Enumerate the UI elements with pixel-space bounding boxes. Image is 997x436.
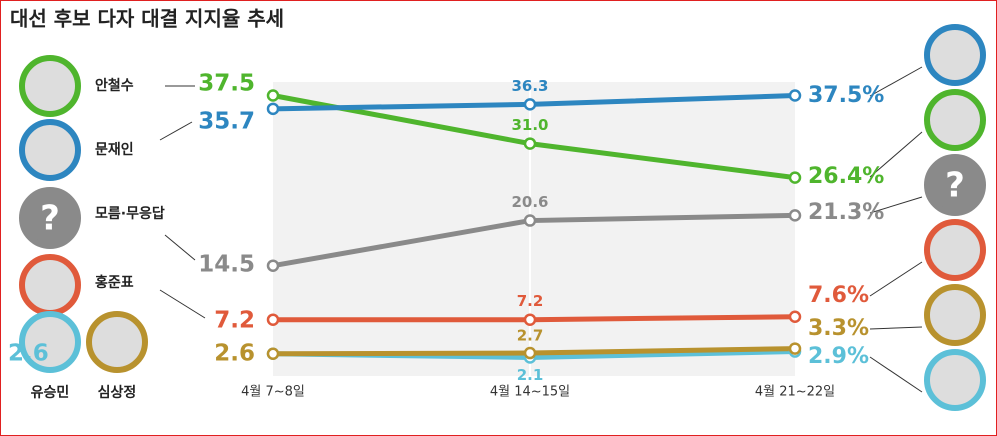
value-label: 20.6 [511, 193, 548, 211]
x-tick-label: 4월 7~8일 [241, 385, 305, 400]
connector [869, 326, 923, 330]
point [523, 98, 537, 111]
legend-label: 문재인 [95, 141, 134, 158]
x-tick-label: 4월 14~15일 [490, 385, 570, 400]
point [788, 89, 802, 102]
value-label: 26.4% [808, 164, 884, 189]
portrait [19, 119, 81, 181]
value-label: 2.6 [8, 341, 49, 367]
portrait [19, 311, 81, 373]
point [266, 313, 280, 326]
point [788, 171, 802, 184]
portrait [19, 254, 81, 316]
value-label: 31.0 [511, 116, 548, 134]
plot-area [273, 82, 795, 376]
portrait [924, 349, 986, 411]
point [523, 346, 537, 360]
value-label: 36.3 [511, 77, 548, 95]
connector [869, 356, 923, 393]
point [523, 313, 537, 326]
value-label: 3.3% [808, 316, 869, 341]
connector [869, 66, 923, 97]
legend-label: 유승민 [31, 384, 70, 401]
portrait [19, 55, 81, 117]
legend-label: 안철수 [95, 77, 134, 94]
value-label: 37.5% [808, 83, 884, 108]
value-label: 2.1 [517, 366, 544, 384]
point [523, 137, 537, 150]
portrait [19, 187, 81, 249]
value-label: 7.2 [517, 292, 544, 310]
portrait [924, 24, 986, 86]
point [266, 347, 280, 361]
connector [869, 261, 923, 297]
unknown-mark: ? [945, 166, 965, 206]
connector [869, 196, 923, 214]
portrait [924, 284, 986, 346]
portrait [924, 89, 986, 151]
value-label: 2.6 [214, 341, 255, 367]
value-label: 21.3% [808, 200, 884, 225]
legend-label: 모름·무응답 [95, 205, 165, 222]
point [266, 102, 280, 116]
value-label: 2.7 [517, 327, 544, 345]
point [266, 89, 280, 102]
chart-title: 대선 후보 다자 대결 지지율 추세 [10, 7, 284, 31]
value-label: 37.5 [198, 71, 255, 97]
portrait [924, 219, 986, 281]
point [788, 209, 802, 222]
value-label: 2.9% [808, 344, 869, 369]
portrait [86, 311, 148, 373]
legend-label: 심상정 [98, 384, 137, 401]
value-label: 35.7 [198, 109, 255, 135]
point [266, 259, 280, 272]
value-label: 14.5 [198, 252, 255, 278]
unknown-mark: ? [40, 199, 60, 239]
value-label: 7.2 [214, 308, 255, 334]
connector [159, 289, 206, 319]
connector [164, 234, 196, 261]
point [523, 214, 537, 227]
connector [869, 131, 923, 178]
connector [159, 121, 193, 141]
point [788, 310, 802, 324]
x-tick-label: 4월 21~22일 [755, 385, 835, 400]
point [788, 342, 802, 355]
legend-label: 홍준표 [95, 274, 134, 291]
portrait [924, 154, 986, 216]
value-label: 7.6% [808, 283, 869, 308]
